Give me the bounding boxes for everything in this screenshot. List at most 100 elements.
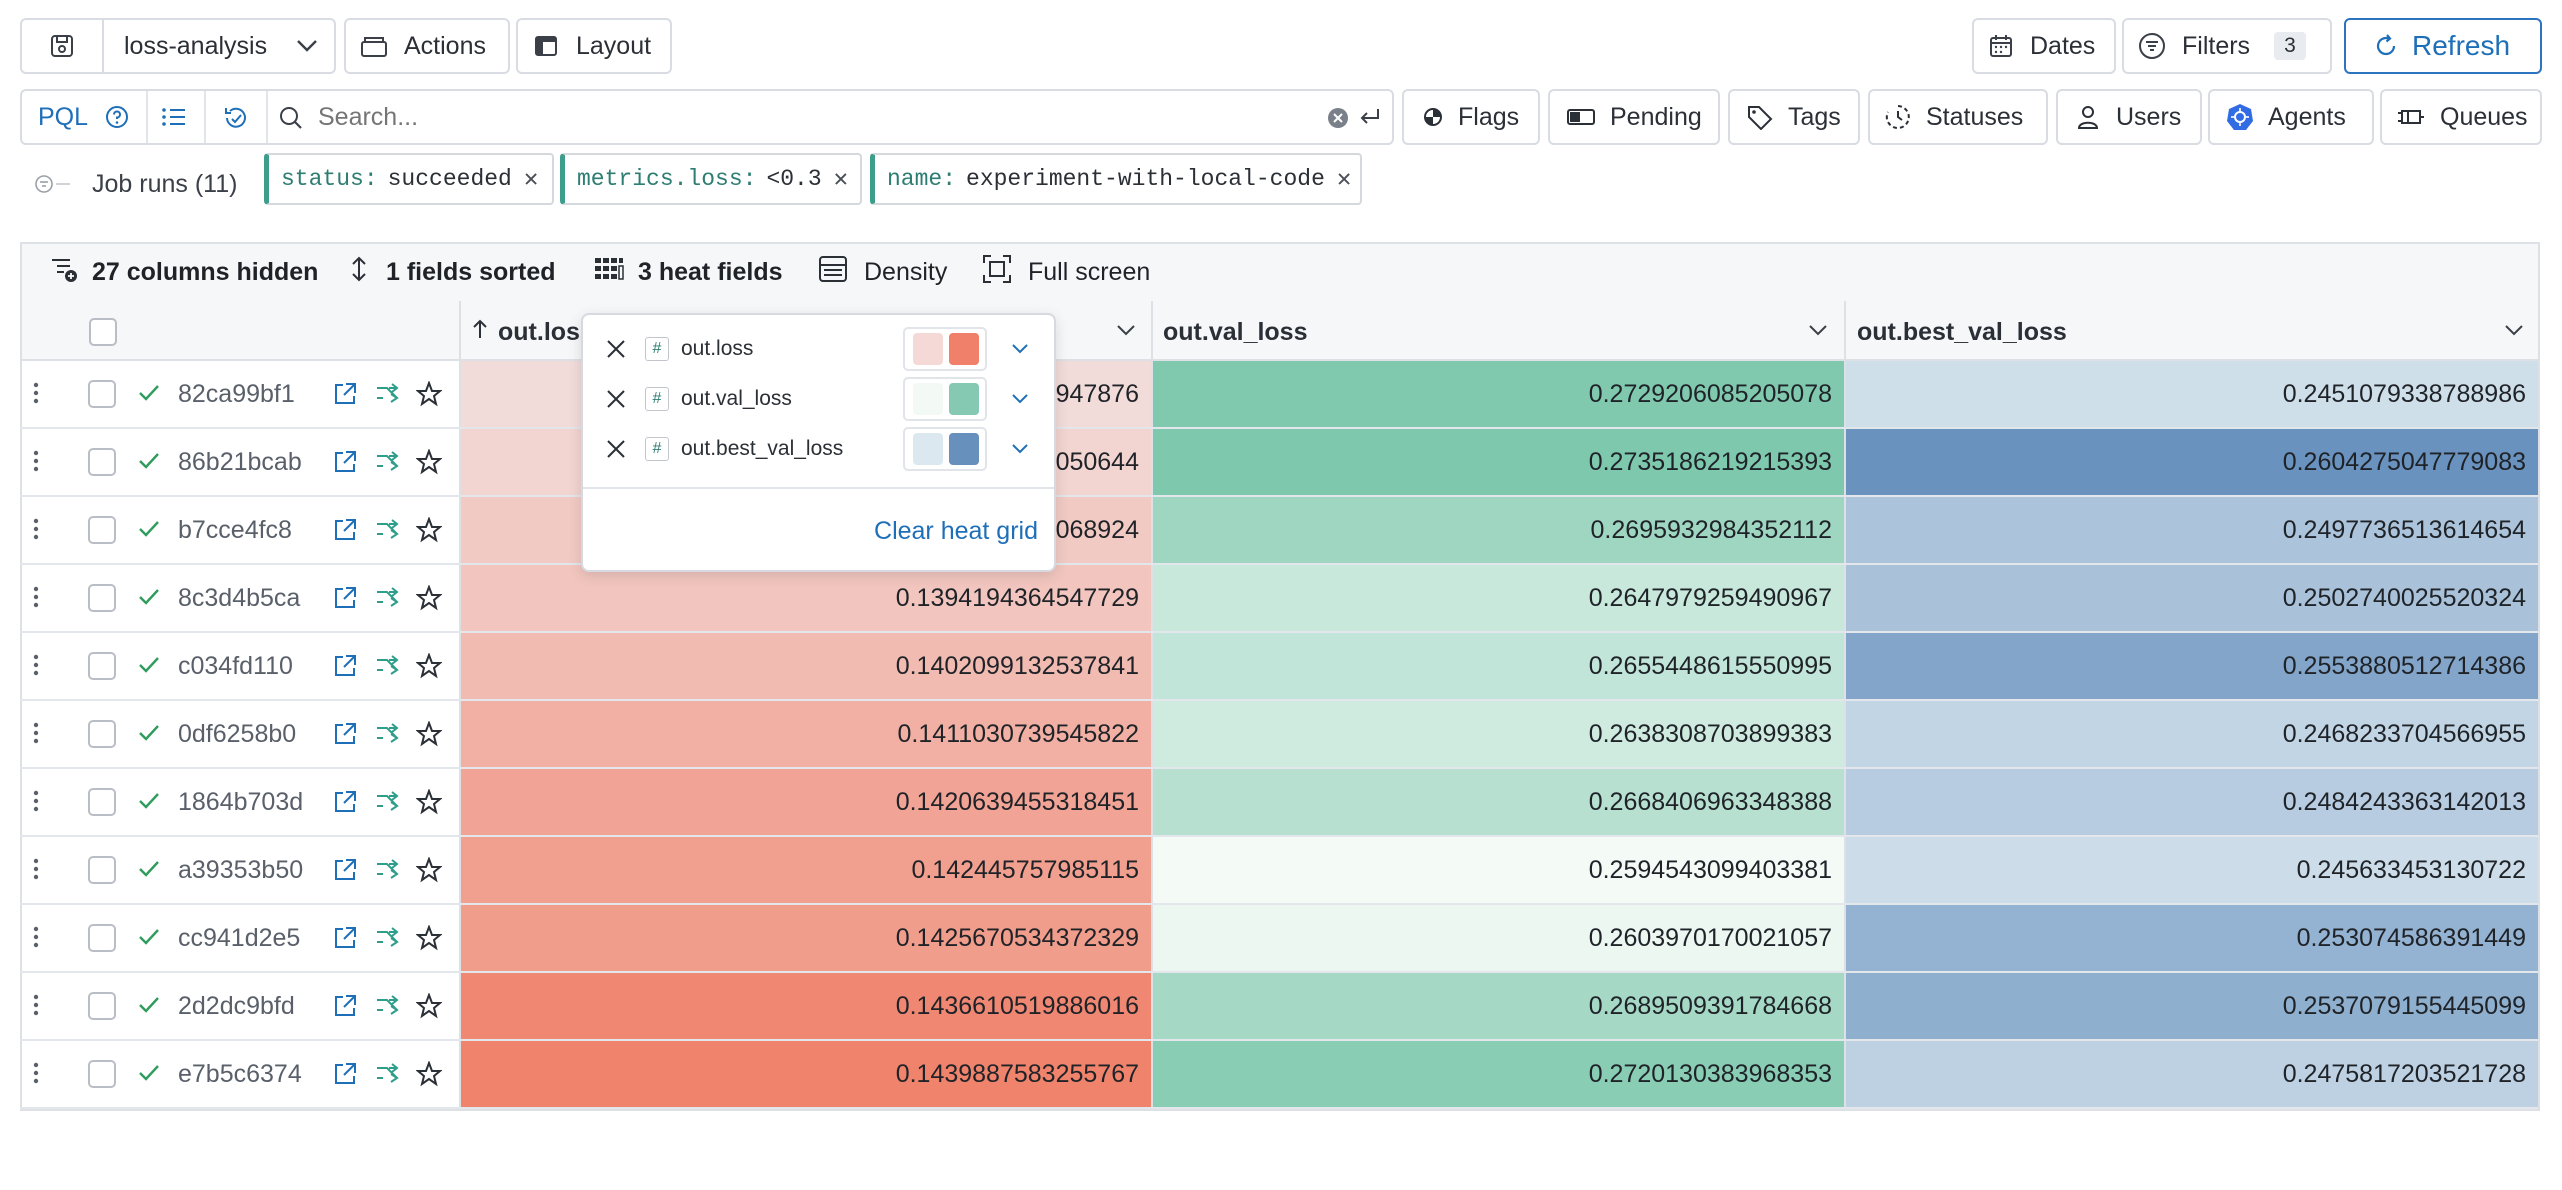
table-row[interactable]: b7cce4fc8 068924 0.2695932984352112 0.24977… [20,497,2538,565]
filter-toggle-icon[interactable] [34,172,74,201]
open-external-icon[interactable] [332,993,358,1024]
chevron-down-icon[interactable] [1011,442,1029,460]
drag-handle-icon[interactable] [32,381,40,410]
run-id[interactable]: 2d2dc9bfd [178,991,295,1020]
remove-filter-icon[interactable]: ✕ [833,167,849,194]
queues-chip[interactable]: Queues [2380,89,2542,145]
compare-icon[interactable] [374,653,400,684]
drag-handle-icon[interactable] [32,653,40,682]
history-icon[interactable] [222,104,250,137]
color-range-picker[interactable] [903,377,987,421]
open-external-icon[interactable] [332,857,358,888]
fullscreen-button[interactable]: Full screen [982,254,1150,288]
select-all-checkbox[interactable] [89,318,117,346]
filter-chip-loss[interactable]: metrics.loss: <0.3 ✕ [560,153,862,205]
open-external-icon[interactable] [332,789,358,820]
table-row[interactable]: cc941d2e5 0.1425670534372329 0.26039701700… [20,905,2538,973]
row-checkbox[interactable] [88,856,116,884]
color-low-swatch[interactable] [913,383,943,415]
drag-handle-icon[interactable] [32,925,40,954]
table-row[interactable]: 2d2dc9bfd 0.1436610519886016 0.26895093917… [20,973,2538,1041]
open-external-icon[interactable] [332,585,358,616]
compare-icon[interactable] [374,789,400,820]
row-checkbox[interactable] [88,992,116,1020]
color-range-picker[interactable] [903,327,987,371]
drag-handle-icon[interactable] [32,789,40,818]
drag-handle-icon[interactable] [32,585,40,614]
compare-icon[interactable] [374,381,400,412]
run-id[interactable]: c034fd110 [178,651,293,680]
statuses-chip[interactable]: Statuses [1868,89,2048,145]
open-external-icon[interactable] [332,517,358,548]
chevron-down-icon[interactable] [1011,392,1029,410]
open-external-icon[interactable] [332,721,358,752]
agents-chip[interactable]: Agents [2208,89,2374,145]
remove-filter-icon[interactable]: ✕ [523,167,539,194]
users-chip[interactable]: Users [2056,89,2202,145]
remove-filter-icon[interactable]: ✕ [1336,167,1352,194]
row-checkbox[interactable] [88,1060,116,1088]
row-checkbox[interactable] [88,652,116,680]
open-external-icon[interactable] [332,1061,358,1092]
row-checkbox[interactable] [88,720,116,748]
star-icon[interactable] [415,992,443,1024]
help-icon[interactable] [104,104,130,135]
clear-heat-grid-link[interactable]: Clear heat grid [874,517,1038,545]
row-checkbox[interactable] [88,380,116,408]
drag-handle-icon[interactable] [32,857,40,886]
compare-icon[interactable] [374,925,400,956]
run-id[interactable]: 82ca99bf1 [178,379,295,408]
hidden-columns-button[interactable]: 27 columns hidden [50,256,318,288]
open-external-icon[interactable] [332,381,358,412]
star-icon[interactable] [415,516,443,548]
compare-icon[interactable] [374,721,400,752]
column-menu-icon[interactable] [1808,324,1828,343]
compare-icon[interactable] [374,1061,400,1092]
table-row[interactable]: c034fd110 0.1402099132537841 0.26554486155… [20,633,2538,701]
table-row[interactable]: 82ca99bf1 947876 0.2729206085205078 0.24510… [20,361,2538,429]
remove-heat-field-icon[interactable] [605,438,627,465]
color-range-picker[interactable] [903,427,987,471]
column-menu-icon[interactable] [1116,324,1136,343]
star-icon[interactable] [415,380,443,412]
sort-button[interactable]: 1 fields sorted [350,256,556,288]
star-icon[interactable] [415,924,443,956]
filters-button[interactable]: Filters 3 [2122,18,2332,74]
drag-handle-icon[interactable] [32,993,40,1022]
run-id[interactable]: 1864b703d [178,787,304,816]
remove-heat-field-icon[interactable] [605,388,627,415]
project-select[interactable]: loss-analysis [102,18,336,74]
pql-mode-toggle[interactable]: PQL [38,103,89,131]
star-icon[interactable] [415,788,443,820]
refresh-button[interactable]: Refresh [2344,18,2542,74]
open-external-icon[interactable] [332,925,358,956]
clear-search-icon[interactable] [1326,106,1350,135]
run-id[interactable]: e7b5c6374 [178,1059,302,1088]
row-checkbox[interactable] [88,584,116,612]
run-id[interactable]: 8c3d4b5ca [178,583,301,612]
run-id[interactable]: a39353b50 [178,855,304,884]
run-id[interactable]: b7cce4fc8 [178,515,292,544]
table-row[interactable]: a39353b50 0.142445757985115 0.259454309940… [20,837,2538,905]
star-icon[interactable] [415,652,443,684]
color-high-swatch[interactable] [949,333,979,365]
drag-handle-icon[interactable] [32,1061,40,1090]
star-icon[interactable] [415,448,443,480]
filter-chip-status[interactable]: status: succeeded ✕ [264,153,554,205]
color-low-swatch[interactable] [913,433,943,465]
save-view-button[interactable] [20,18,104,74]
column-header-val-loss[interactable]: out.val_loss [1163,303,1308,361]
column-header-best-val-loss[interactable]: out.best_val_loss [1857,303,2067,361]
flags-chip[interactable]: Flags [1402,89,1540,145]
row-checkbox[interactable] [88,788,116,816]
chevron-down-icon[interactable] [1011,342,1029,360]
enter-icon[interactable] [1358,106,1382,133]
dates-button[interactable]: Dates [1972,18,2116,74]
column-menu-icon[interactable] [2504,324,2524,343]
star-icon[interactable] [415,1060,443,1092]
layout-button[interactable]: Layout [516,18,672,74]
actions-button[interactable]: Actions [344,18,510,74]
color-high-swatch[interactable] [949,433,979,465]
row-checkbox[interactable] [88,448,116,476]
open-external-icon[interactable] [332,449,358,480]
